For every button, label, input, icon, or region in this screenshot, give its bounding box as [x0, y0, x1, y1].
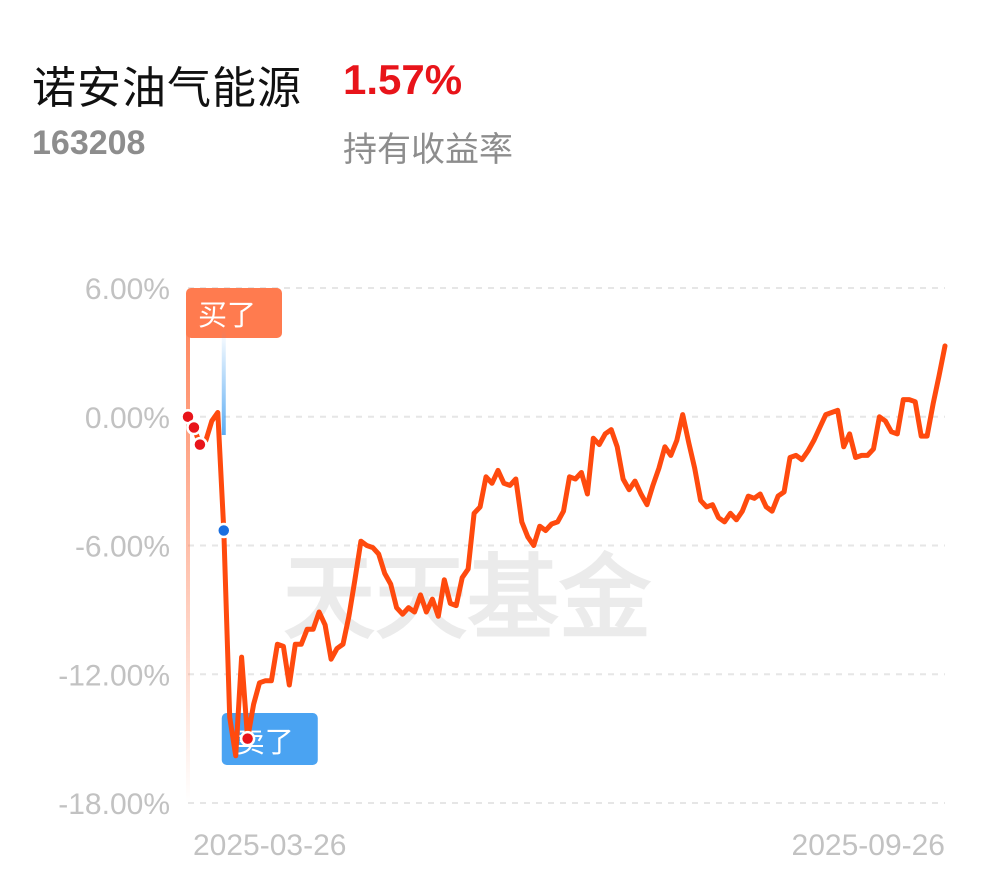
y-tick-label: 6.00%	[85, 273, 170, 306]
fund-code: 163208	[32, 124, 146, 162]
buy-flag-label: 买了	[198, 298, 256, 332]
return-line-group	[180, 343, 948, 759]
holding-return-value: 1.57%	[343, 56, 463, 103]
y-tick-label: -18.00%	[58, 788, 170, 821]
y-tick-label: -12.00%	[58, 659, 170, 692]
buy-point	[239, 730, 256, 747]
return-line	[185, 343, 948, 759]
buy-point	[192, 436, 208, 453]
buy-point	[186, 419, 202, 436]
sell-marker-stem	[221, 330, 226, 435]
x-tick-label: 2025-09-26	[792, 829, 945, 862]
holding-return-label: 持有收益率	[343, 130, 513, 170]
y-tick-label: 0.00%	[85, 402, 170, 435]
x-tick-label: 2025-03-26	[193, 829, 346, 862]
y-axis-ticks: 6.00% 0.00% -6.00% -12.00% -18.00%	[58, 273, 170, 821]
y-tick-label: -6.00%	[75, 531, 170, 564]
sell-point	[216, 522, 232, 539]
fund-name: 诺安油气能源	[32, 63, 302, 114]
buy-marker-stem	[186, 330, 190, 803]
x-axis-ticks: 2025-03-26 2025-09-26	[193, 829, 945, 862]
buy-flag	[186, 288, 282, 338]
